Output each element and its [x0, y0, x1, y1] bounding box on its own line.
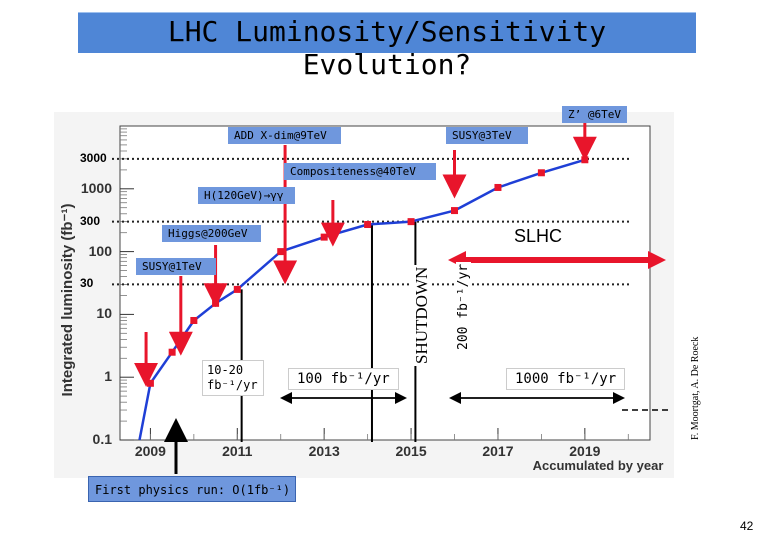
- data-point-marker: [277, 248, 285, 256]
- ticks-layer: [120, 128, 629, 441]
- y-extra-label: 30: [80, 276, 94, 291]
- annotation-zprime: Z’ @6TeV: [562, 106, 627, 123]
- data-point-marker: [168, 348, 176, 356]
- annotation-susy1: SUSY@1TeV: [136, 258, 216, 275]
- annotation-add: ADD X-dim@9TeV: [228, 127, 341, 144]
- x-tick-label: 2013: [308, 443, 340, 459]
- data-point-marker: [537, 169, 545, 177]
- data-point-marker: [364, 221, 372, 229]
- shutdown-label: SHUTDOWN: [412, 264, 432, 366]
- data-point-marker: [494, 183, 502, 191]
- x-axis-title: Accumulated by year: [533, 458, 664, 473]
- page-number: 42: [740, 519, 754, 533]
- data-point-marker: [320, 233, 328, 241]
- first-physics-box: First physics run: O(1fb⁻¹): [88, 476, 296, 502]
- rate-100: 100 fb⁻¹/yr: [288, 368, 399, 390]
- rate-early: 10-20 fb⁻¹/yr: [202, 360, 264, 396]
- annotation-compositeness: Compositeness@40TeV: [284, 163, 436, 180]
- x-tick-label: 2011: [222, 443, 253, 459]
- y-tick-label: 0.1: [92, 431, 112, 447]
- y-tick-label: 10: [96, 305, 112, 322]
- data-point-marker: [451, 207, 459, 215]
- slhc-arrow-right-head: [648, 251, 666, 269]
- data-point-marker: [407, 218, 415, 226]
- data-point-marker: [581, 156, 589, 164]
- y-tick-label: 1000: [80, 179, 112, 196]
- data-point-marker: [146, 379, 154, 387]
- x-tick-label: 2009: [134, 443, 166, 459]
- y-extra-label: 300: [80, 213, 101, 228]
- y-tick-label: 100: [88, 242, 112, 259]
- page-title: LHC Luminosity/Sensitivity Evolution?: [167, 15, 607, 81]
- annotation-higgs-gg: H(120GeV)→γγ: [198, 187, 296, 204]
- x-tick-label: 2015: [395, 443, 427, 459]
- x-tick-label: 2017: [482, 443, 514, 459]
- title-bar: LHC Luminosity/Sensitivity Evolution?: [78, 12, 696, 81]
- rate-1000: 1000 fb⁻¹/yr: [506, 368, 626, 390]
- data-point-marker: [233, 285, 241, 293]
- credit: F. Moortgat, A. De Roeck: [690, 336, 701, 440]
- y-extra-label: 3000: [80, 150, 107, 165]
- slhc-label: SLHC: [514, 226, 563, 246]
- annotation-susy3: SUSY@3TeV: [446, 127, 528, 144]
- rate-200: 200 fb⁻¹/yr: [456, 261, 471, 352]
- annotation-higgs200: Higgs@200GeV: [162, 225, 262, 242]
- x-tick-label: 2019: [569, 443, 601, 459]
- y-tick-label: 1: [104, 368, 112, 385]
- data-point-marker: [190, 316, 198, 324]
- y-axis-title: Integrated luminosity (fb⁻¹): [59, 204, 76, 397]
